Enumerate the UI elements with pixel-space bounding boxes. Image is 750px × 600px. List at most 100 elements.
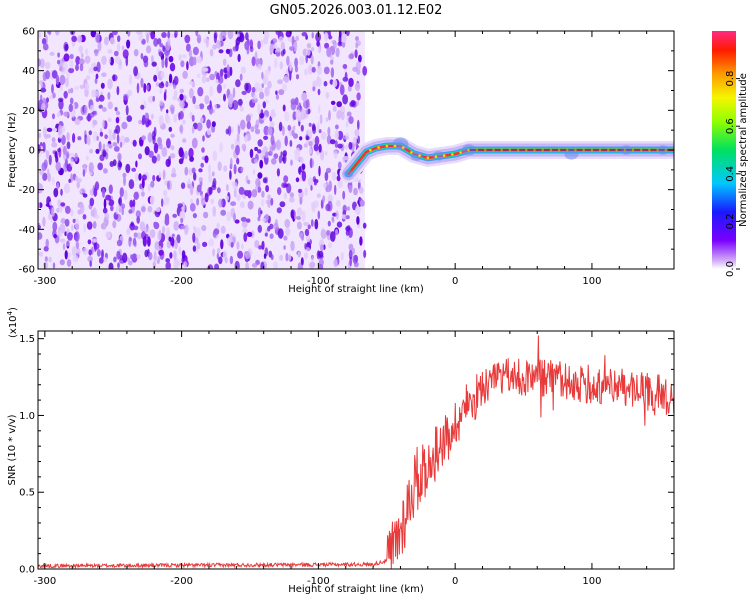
noise-blob — [69, 97, 74, 105]
noise-blob — [311, 32, 314, 39]
noise-blob — [354, 254, 358, 263]
noise-blob — [158, 229, 162, 241]
noise-blob — [335, 200, 341, 207]
noise-blob — [191, 126, 195, 134]
noise-blob — [241, 220, 248, 228]
noise-blob — [273, 153, 279, 160]
noise-blob — [192, 245, 197, 252]
noise-blob — [340, 111, 345, 121]
noise-blob — [355, 36, 359, 42]
noise-blob — [269, 223, 274, 230]
noise-blob — [354, 129, 360, 137]
snr-multiplier-base: (x10 — [8, 315, 19, 338]
noise-blob — [52, 262, 56, 269]
noise-blob — [289, 61, 292, 72]
noise-blob — [102, 188, 105, 198]
noise-blob — [294, 57, 298, 68]
snr-line — [38, 335, 674, 569]
noise-blob — [122, 172, 127, 178]
noise-blob — [59, 84, 63, 91]
noise-blob — [205, 39, 209, 48]
spectrogram-noise — [38, 31, 368, 269]
noise-blob — [86, 134, 91, 145]
noise-blob — [204, 95, 210, 105]
noise-blob — [275, 90, 278, 95]
noise-blob — [210, 198, 215, 205]
noise-blob — [119, 187, 125, 198]
noise-blob — [292, 125, 296, 131]
noise-blob — [69, 53, 74, 60]
noise-blob — [153, 37, 159, 47]
colorbar-tick-label: 0.2 — [725, 213, 736, 229]
noise-blob — [183, 261, 188, 268]
noise-blob — [334, 184, 337, 195]
noise-blob — [66, 259, 72, 267]
noise-blob — [291, 130, 295, 137]
noise-blob — [184, 150, 188, 160]
noise-blob — [164, 217, 170, 226]
noise-blob — [158, 171, 162, 179]
noise-blob — [251, 56, 256, 67]
noise-blob — [251, 189, 258, 198]
noise-blob — [204, 155, 209, 164]
noise-blob — [330, 100, 336, 105]
noise-blob — [182, 119, 186, 125]
noise-blob — [108, 134, 113, 142]
trace-dot — [467, 148, 471, 152]
noise-blob — [156, 65, 159, 75]
noise-blob — [38, 183, 44, 194]
noise-blob — [283, 175, 289, 183]
noise-blob — [39, 169, 44, 176]
noise-blob — [262, 76, 267, 85]
noise-blob — [275, 31, 281, 36]
noise-blob — [323, 183, 327, 188]
noise-blob — [147, 236, 151, 247]
noise-blob — [66, 151, 70, 160]
noise-blob — [112, 74, 116, 82]
noise-blob — [147, 184, 151, 192]
noise-blob — [310, 47, 315, 52]
noise-blob — [62, 62, 68, 72]
noise-blob — [235, 144, 240, 156]
noise-blob — [58, 230, 63, 238]
noise-blob — [170, 133, 175, 138]
noise-blob — [272, 261, 278, 269]
noise-blob — [245, 32, 249, 41]
noise-blob — [220, 31, 227, 40]
noise-blob — [96, 249, 101, 257]
noise-blob — [209, 85, 214, 97]
noise-blob — [279, 254, 284, 261]
noise-blob — [105, 231, 111, 239]
noise-blob — [261, 190, 265, 198]
trace-dot — [401, 146, 405, 149]
noise-blob — [240, 66, 246, 74]
noise-blob — [136, 74, 140, 80]
noise-blob — [108, 184, 113, 194]
noise-blob — [125, 105, 129, 116]
noise-blob — [63, 183, 70, 194]
noise-blob — [348, 53, 355, 60]
noise-blob — [206, 128, 212, 136]
snr-multiplier: (x104) — [6, 307, 19, 338]
noise-blob — [55, 161, 61, 172]
noise-blob — [89, 197, 95, 207]
noise-blob — [206, 77, 210, 83]
noise-blob — [246, 121, 251, 130]
noise-blob — [87, 221, 92, 227]
noise-blob — [300, 124, 304, 132]
noise-blob — [64, 218, 70, 227]
noise-blob — [297, 251, 301, 258]
noise-blob — [330, 231, 336, 242]
noise-blob — [213, 228, 220, 235]
noise-blob — [329, 139, 336, 145]
noise-blob — [287, 124, 292, 131]
noise-blob — [79, 189, 83, 195]
noise-blob — [254, 124, 259, 130]
noise-blob — [133, 191, 139, 200]
noise-blob — [294, 152, 301, 161]
noise-blob — [62, 243, 66, 251]
noise-blob — [51, 137, 56, 143]
noise-blob — [184, 166, 189, 176]
noise-blob — [320, 229, 327, 240]
